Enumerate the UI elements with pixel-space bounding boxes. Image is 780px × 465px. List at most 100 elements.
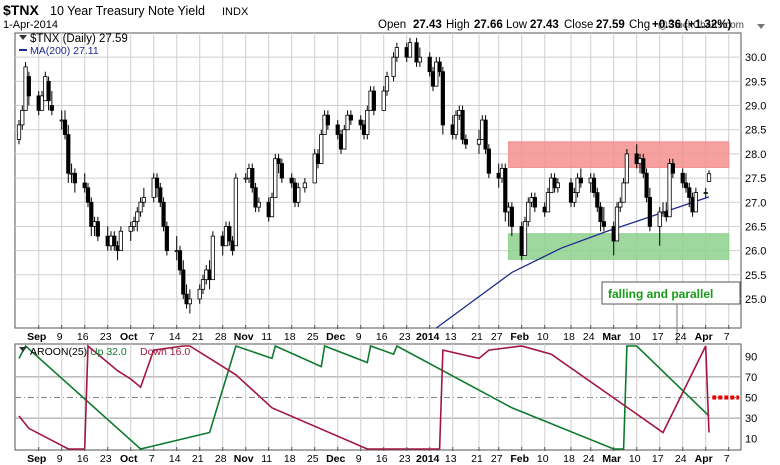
aroon-date-label: 11 (261, 453, 272, 465)
candle-up (384, 76, 390, 92)
candle-down (253, 187, 258, 208)
aroon-date-label: 17 (652, 453, 664, 465)
candle-down (279, 163, 284, 179)
candle-up (365, 109, 370, 135)
aroon-grid (15, 344, 741, 450)
aroon-date-label: 9 (356, 453, 362, 465)
candle-down (85, 187, 91, 203)
price-date-label: Oct (120, 331, 138, 343)
aroon-panel: 10 30 50 70 90 AROON(25) Up 32.0 Down 16.0 (14, 343, 757, 451)
candle-down (82, 182, 87, 189)
candle-up (319, 134, 324, 164)
candle-down (598, 206, 603, 223)
candle-down (177, 250, 183, 271)
candle-up (434, 61, 439, 87)
candle-down (227, 226, 232, 242)
price-tick-label: 25.5 (745, 270, 766, 282)
candle-up (131, 221, 137, 227)
price-date-label: Sep (27, 331, 46, 343)
candle-up (197, 288, 202, 300)
candle-up (667, 163, 672, 218)
candle-down (89, 201, 94, 227)
candle-up (16, 124, 22, 140)
aroon-date-label: 7 (724, 453, 730, 465)
price-panel-frame (14, 32, 742, 329)
candle-down (26, 76, 31, 97)
price-date-axis: Sep 9 16 23 Oct 7 14 21 28 Nov 11 18 25 Dec 9 16 23 2014 1… (27, 325, 730, 343)
candle-down (670, 163, 675, 174)
quote-low: 27.43 (530, 19, 559, 31)
candle-up (141, 197, 146, 203)
collapse-icon[interactable] (757, 24, 765, 29)
candle-down (112, 235, 117, 247)
price-tick-label: 27.5 (745, 173, 766, 185)
candle-up (345, 114, 350, 131)
price-grid (15, 33, 741, 328)
candle-down (683, 182, 689, 189)
price-date-label: Feb (510, 331, 529, 343)
candle-down (601, 221, 606, 227)
candle-up (476, 138, 482, 145)
price-date-label: 23 (399, 331, 411, 343)
price-candles (16, 37, 712, 314)
candle-down (276, 158, 281, 164)
candle-up (614, 206, 620, 242)
price-date-label: Nov (234, 331, 254, 343)
exchange-label: INDX (222, 6, 249, 18)
candle-down (437, 61, 442, 73)
candle-up (526, 201, 531, 223)
aroon-tick-label: 30 (745, 413, 757, 425)
candle-down (687, 187, 692, 198)
annotation-box (601, 281, 741, 305)
candle-up (618, 201, 623, 208)
candle-down (289, 177, 294, 184)
candle-up (296, 187, 301, 203)
quote-high: 27.66 (474, 19, 503, 31)
aroon-date-label: Apr (695, 453, 713, 465)
candle-down (348, 114, 353, 121)
price-date-label: 13 (445, 331, 457, 343)
quote-high-label: High (446, 19, 470, 31)
candle-down (578, 177, 583, 184)
aroon-date-label: 10 (629, 453, 641, 465)
price-date-label: 10 (629, 331, 641, 343)
price-date-label: 17 (652, 331, 664, 343)
aroon-date-label: 16 (376, 453, 388, 465)
aroon-date-label: 27 (491, 453, 503, 465)
price-date-label: 7 (149, 331, 155, 343)
aroon-date-label: 28 (215, 453, 227, 465)
candle-up (128, 226, 133, 232)
candle-down (483, 119, 488, 150)
price-date-label: 7 (724, 331, 730, 343)
candle-up (312, 153, 317, 184)
resistance-zone (508, 141, 730, 168)
price-date-label: 10 (537, 331, 549, 343)
candle-up (703, 192, 708, 194)
aroon-down-label: Down 16.0 (140, 346, 190, 358)
quote-open: 27.43 (413, 19, 442, 31)
price-y-axis: 25.0 25.5 26.0 26.5 27.0 27.5 28.0 28.5 29.0 29.5… (745, 52, 766, 306)
candle-down (647, 197, 652, 227)
candle-down (532, 197, 537, 208)
price-date-label: 14 (169, 331, 181, 343)
price-tick-label: 29.0 (745, 101, 766, 113)
symbol-label: $TNX (3, 2, 39, 18)
candle-down (509, 206, 514, 227)
candle-down (325, 114, 330, 126)
candle-down (95, 221, 100, 237)
price-date-label: 27 (491, 331, 503, 343)
price-legend: $TNX (Daily) 27.59 MA(200) 27.11 (19, 33, 128, 57)
candle-down (335, 124, 340, 135)
aroon-date-label: Sep (27, 453, 46, 465)
candle-up (657, 211, 662, 227)
price-date-label: 21 (471, 331, 483, 343)
aroon-legend-label: AROON(25) (30, 346, 87, 358)
candle-down (591, 177, 597, 193)
aroon-tick-label: 10 (745, 434, 757, 446)
price-tick-label: 28.0 (745, 149, 766, 161)
candle-down (154, 177, 160, 189)
candle-up (381, 90, 386, 111)
candle-down (644, 172, 649, 198)
aroon-up-label: Up 32.0 (90, 346, 127, 358)
